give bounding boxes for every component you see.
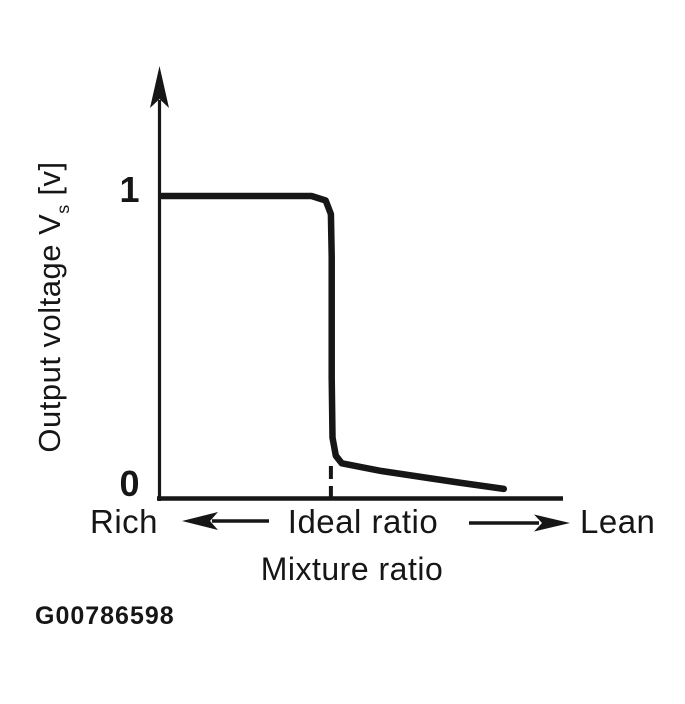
y-axis-title: Output voltage Vs [v]: [31, 161, 74, 453]
y-axis-title-text: Output voltage V: [31, 213, 67, 453]
x-axis-title: Mixture ratio: [260, 551, 444, 587]
x-annotation-rich: Rich: [90, 503, 159, 540]
x-annotation-lean: Lean: [580, 503, 656, 540]
y-tick-0: 0: [119, 463, 140, 504]
rich-arrowhead-icon: [182, 512, 218, 530]
lean-arrowhead-icon: [534, 514, 570, 532]
x-annotation-ideal-ratio: Ideal ratio: [287, 503, 439, 540]
y-axis-title-subscript: s: [53, 204, 74, 214]
y-tick-1: 1: [119, 169, 140, 210]
sensor-curve: [158, 192, 508, 493]
y-axis-arrowhead-icon: [150, 66, 169, 108]
figure-code: G00786598: [35, 602, 175, 630]
y-axis-title-unit: [v]: [31, 161, 67, 205]
